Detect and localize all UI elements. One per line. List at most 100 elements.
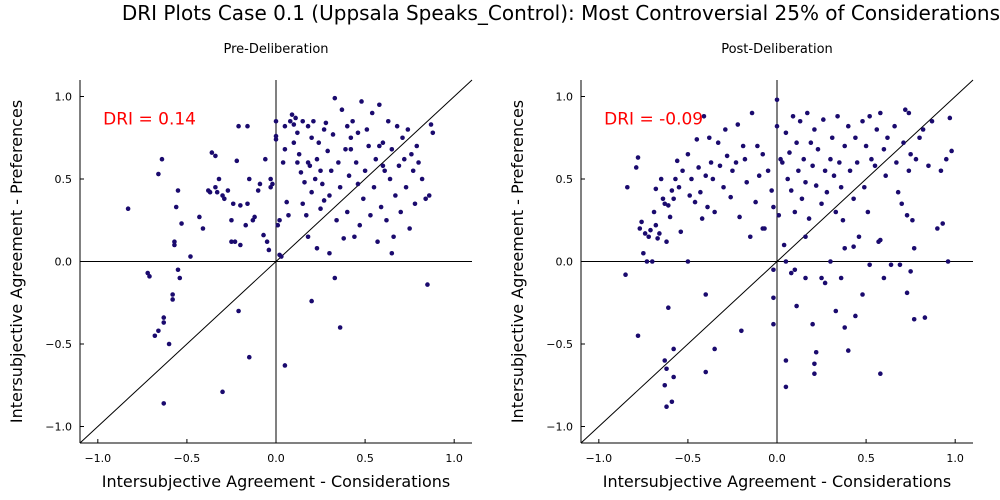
panel1-data-point — [320, 181, 325, 187]
panel1-data-point — [391, 234, 396, 240]
panel2-x-tick-label: −0.5 — [675, 452, 702, 465]
panel1-data-point — [380, 140, 386, 145]
panel1-data-point — [393, 193, 398, 198]
panel1-dri-annotation: DRI = 0.14 — [103, 110, 196, 130]
panel2-data-point — [724, 153, 730, 159]
panel2-data-point — [860, 292, 865, 297]
panel1-data-point — [307, 163, 313, 169]
panel2-data-point — [653, 186, 659, 192]
panel1-data-point — [400, 135, 405, 141]
panel2-data-point — [906, 168, 912, 174]
panel1-data-point — [373, 156, 379, 162]
panel1-data-point — [309, 135, 314, 141]
panel1-data-point — [236, 123, 241, 129]
panel1-data-point — [344, 123, 350, 129]
panel2-data-point — [776, 213, 782, 218]
panel2-data-point — [837, 160, 842, 165]
panel2-data-point — [769, 188, 774, 193]
panel2-data-point — [774, 97, 780, 103]
panel2-data-point — [803, 234, 808, 240]
panel1-data-point — [287, 118, 293, 124]
panel2-data-point — [689, 176, 694, 182]
panel1-data-point — [222, 196, 227, 202]
panel2-data-point — [774, 123, 780, 129]
panel1-data-point — [375, 239, 380, 244]
panel1-data-point — [361, 196, 366, 202]
panel2-data-point — [692, 199, 698, 205]
panel2-y-tick-label: −1.0 — [546, 421, 573, 434]
panel2-data-point — [842, 325, 848, 330]
panel1-data-point — [266, 247, 272, 253]
panel2-data-point — [872, 163, 878, 169]
panel2-data-point — [883, 173, 888, 178]
panel2-data-point — [806, 216, 812, 221]
panel1-data-point — [353, 160, 359, 165]
panel1-data-point — [305, 123, 311, 129]
panel1-data-point — [309, 189, 314, 195]
panel2-data-point — [910, 217, 915, 223]
panel1-x-tick-label: 0.5 — [356, 452, 374, 465]
panel1-data-point — [327, 250, 332, 256]
panel1-data-point — [334, 217, 339, 223]
panel2-data-point — [671, 374, 676, 380]
panel1-data-point — [309, 298, 314, 304]
panel2-data-point — [908, 151, 913, 157]
panel1-y-tick-label: 0.5 — [55, 173, 73, 186]
panel2-data-point — [794, 303, 799, 309]
panel1-data-point — [337, 325, 343, 330]
panel2-data-point — [906, 110, 912, 116]
panel1-data-point — [188, 254, 193, 259]
panel1-data-point — [419, 176, 425, 182]
panel1-data-point — [389, 250, 395, 256]
panel1-x-tick-label: −0.5 — [174, 452, 201, 465]
panel2-data-point — [803, 180, 808, 185]
panel1-y-tick-label: −0.5 — [45, 338, 72, 351]
panel2-data-point — [824, 189, 830, 195]
panel2-data-point — [633, 165, 639, 170]
panel1-data-point — [305, 234, 311, 240]
panel2-data-point — [797, 118, 803, 124]
panel2-y-tick-label: 0.0 — [556, 256, 574, 269]
panel1-data-point — [255, 188, 261, 193]
panel2-y-tick-label: 0.5 — [556, 173, 574, 186]
panel1-data-point — [159, 156, 165, 162]
panel2-data-point — [888, 262, 894, 268]
panel2-data-point — [771, 267, 776, 273]
panel2-data-point — [783, 259, 789, 264]
panel2-data-point — [812, 361, 817, 367]
panel2-x-tick-label: 1.0 — [946, 452, 964, 465]
panel2-data-point — [897, 262, 903, 268]
panel2-data-point — [737, 214, 742, 220]
panel2-data-point — [662, 358, 668, 363]
panel1-data-point — [403, 184, 409, 190]
panel1-data-point — [343, 147, 348, 152]
panel1-data-point — [200, 226, 206, 231]
panel1-data-point — [425, 282, 430, 287]
panel2-data-point — [788, 188, 794, 193]
panel2-data-point — [641, 250, 646, 256]
panel2-data-point — [701, 114, 707, 119]
panel2-data-point — [666, 305, 671, 311]
panel1-data-point — [238, 203, 243, 208]
panel2-data-point — [812, 371, 817, 377]
panel1-data-point — [407, 226, 412, 231]
panel2-data-point — [821, 117, 826, 122]
panel2-data-point — [902, 107, 908, 112]
panel2-data-point — [680, 168, 685, 174]
panel2-data-point — [708, 160, 714, 165]
panel1-data-point — [401, 156, 407, 162]
panel1-data-point — [296, 151, 302, 157]
panel1-data-point — [423, 196, 428, 202]
panel2-data-point — [730, 168, 735, 174]
panel2-data-point — [792, 209, 798, 215]
panel2-data-point — [840, 217, 846, 223]
panel2-data-point — [664, 366, 669, 372]
panel2-data-point — [703, 369, 709, 375]
panel1-data-point — [377, 102, 382, 108]
panel1-data-point — [430, 130, 436, 136]
panel2-data-point — [851, 244, 856, 249]
panel1-data-point — [125, 206, 131, 211]
panel2-data-point — [747, 234, 753, 240]
panel2-data-point — [935, 226, 940, 231]
